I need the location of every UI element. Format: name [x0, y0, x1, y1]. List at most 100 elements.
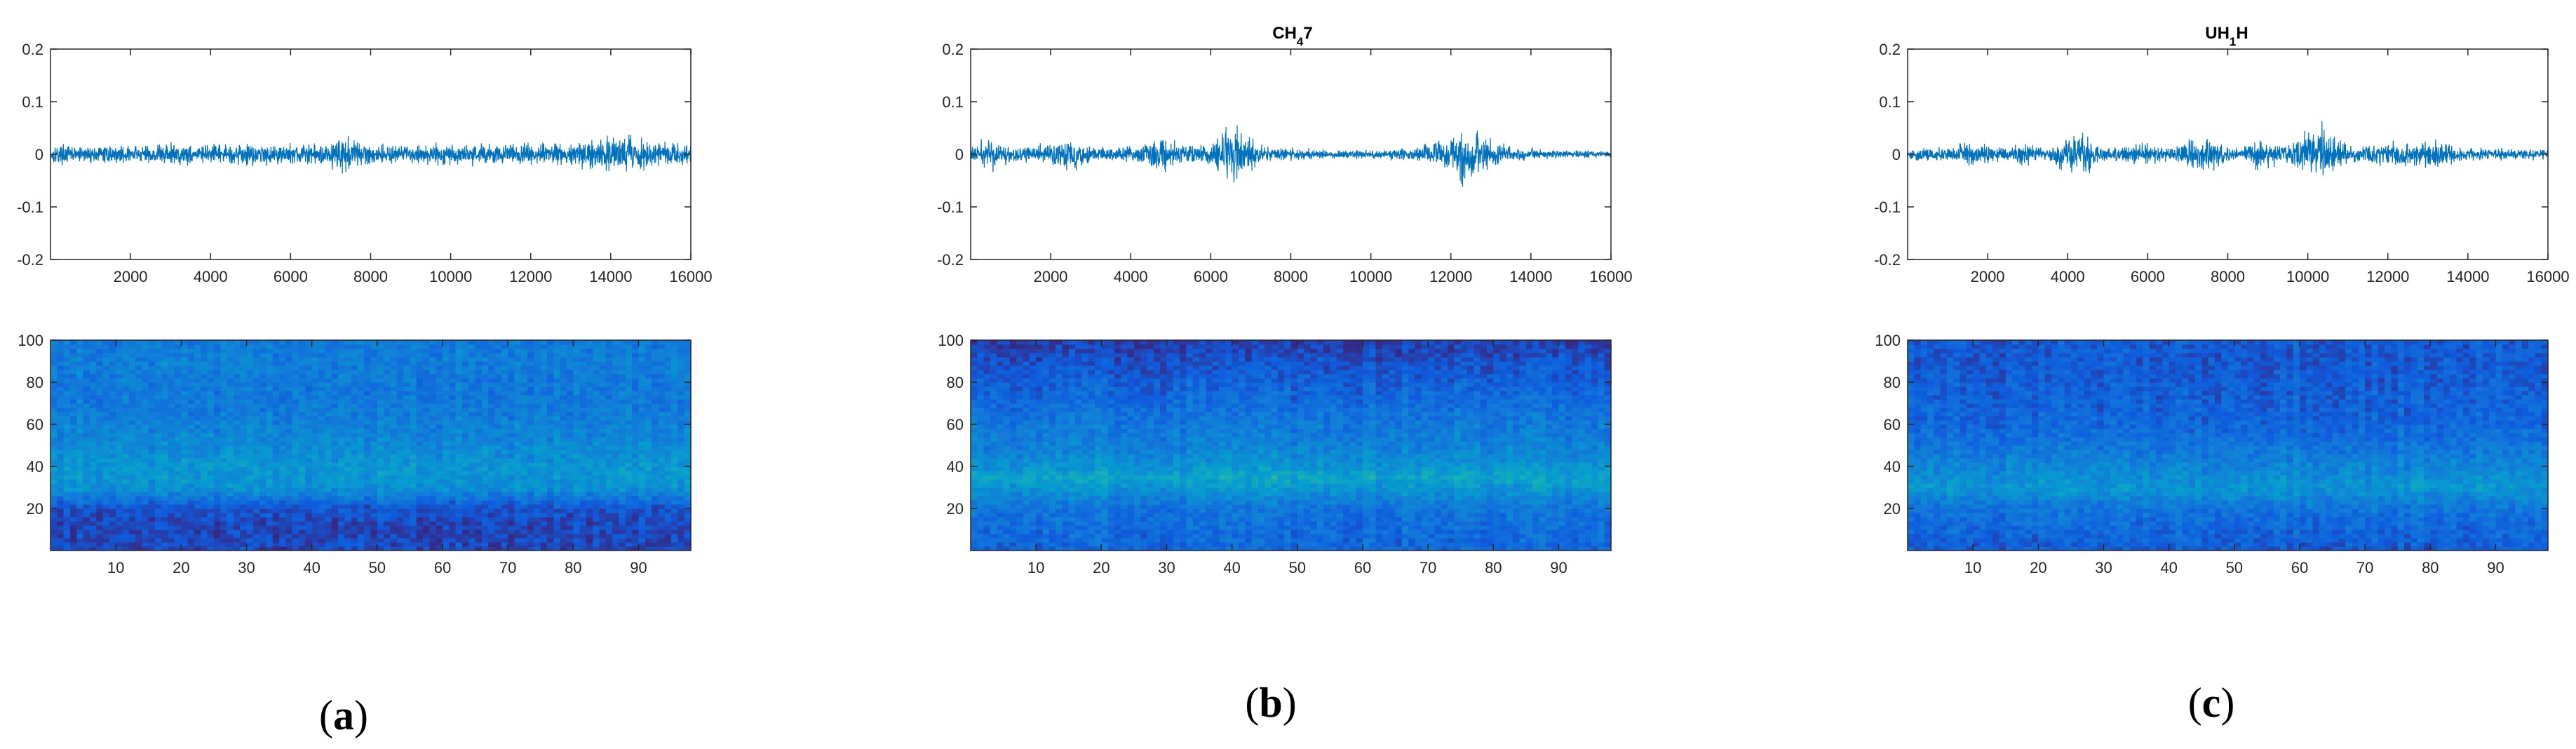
- spectrogram-cell: [337, 370, 345, 374]
- spectrogram-cell: [586, 450, 593, 454]
- spectrogram-cell: [207, 538, 215, 543]
- spectrogram-cell: [89, 353, 97, 358]
- spectrogram-cell: [520, 504, 528, 509]
- spectrogram-cell: [579, 538, 587, 543]
- spectrogram-cell: [351, 454, 358, 459]
- spectrogram-cell: [246, 391, 254, 396]
- spectrogram-cell: [246, 382, 254, 387]
- spectrogram-cell: [50, 462, 58, 467]
- spectrogram-cell: [560, 529, 567, 534]
- spectrogram-cell: [390, 420, 398, 425]
- spectrogram-cell: [331, 416, 339, 421]
- spectrogram-cell: [109, 462, 116, 467]
- spectrogram-cell: [475, 458, 483, 463]
- spectrogram-cell: [652, 504, 659, 509]
- spectrogram-cell: [527, 378, 535, 383]
- spectrogram-cell: [579, 534, 587, 539]
- spectrogram-cell: [227, 386, 234, 391]
- spectrogram-cell: [168, 344, 175, 349]
- spectrogram-cell: [102, 433, 110, 438]
- x-tick-label: 40: [303, 559, 320, 576]
- spectrogram-cell: [599, 349, 607, 353]
- spectrogram-cell: [364, 357, 372, 362]
- spectrogram-cell: [155, 429, 162, 433]
- spectrogram-cell: [311, 399, 319, 404]
- spectrogram-cell: [573, 416, 581, 421]
- spectrogram-cell: [553, 391, 561, 396]
- spectrogram-cell: [566, 424, 574, 429]
- spectrogram-cell: [370, 529, 378, 534]
- spectrogram-cell: [364, 517, 372, 522]
- spectrogram-cell: [220, 395, 228, 400]
- spectrogram-cell: [181, 424, 189, 429]
- spectrogram-cell: [246, 357, 254, 362]
- spectrogram-cell: [403, 365, 410, 370]
- spectrogram-cell: [305, 513, 313, 518]
- spectrogram-cell: [658, 429, 666, 433]
- spectrogram-cell: [246, 529, 254, 534]
- spectrogram-cell: [233, 466, 241, 471]
- spectrogram-cell: [285, 475, 293, 480]
- spectrogram-cell: [403, 492, 410, 497]
- spectrogram-cell: [605, 353, 613, 358]
- spectrogram-cell: [593, 403, 600, 408]
- spectrogram-cell: [599, 454, 607, 459]
- spectrogram-cell: [109, 412, 116, 417]
- spectrogram-cell: [494, 492, 502, 497]
- spectrogram-cell: [384, 433, 391, 438]
- spectrogram-cell: [442, 365, 450, 370]
- spectrogram-cell: [449, 483, 457, 488]
- spectrogram-cell: [481, 412, 489, 417]
- spectrogram-cell: [240, 353, 248, 358]
- spectrogram-cell: [436, 479, 443, 484]
- spectrogram-cell: [612, 433, 620, 438]
- spectrogram-cell: [540, 450, 548, 454]
- spectrogram-cell: [370, 458, 378, 463]
- spectrogram-cell: [527, 445, 535, 450]
- spectrogram-cell: [481, 349, 489, 353]
- spectrogram-cell: [481, 420, 489, 425]
- spectrogram-cell: [586, 424, 593, 429]
- spectrogram-cell: [423, 357, 430, 362]
- spectrogram-cell: [142, 420, 149, 425]
- spectrogram-cell: [619, 521, 626, 526]
- spectrogram-cell: [83, 365, 90, 370]
- spectrogram-cell: [403, 546, 410, 551]
- spectrogram-cell: [57, 357, 65, 362]
- spectrogram-cell: [520, 454, 528, 459]
- spectrogram-cell: [266, 466, 274, 471]
- spectrogram-cell: [632, 382, 640, 387]
- spectrogram-cell: [508, 445, 515, 450]
- spectrogram-cell: [658, 487, 666, 492]
- spectrogram-cell: [240, 492, 248, 497]
- spectrogram-cell: [612, 500, 620, 505]
- spectrogram-cell: [148, 340, 156, 345]
- spectrogram-cell: [194, 521, 201, 526]
- spectrogram-cell: [553, 483, 561, 488]
- spectrogram-cell: [109, 483, 116, 488]
- spectrogram-cell: [566, 441, 574, 446]
- spectrogram-cell: [116, 441, 123, 446]
- spectrogram-cell: [501, 462, 508, 467]
- spectrogram-cell: [632, 483, 640, 488]
- spectrogram-cell: [96, 353, 104, 358]
- spectrogram-cell: [566, 538, 574, 543]
- spectrogram-cell: [632, 450, 640, 454]
- spectrogram-cell: [325, 349, 332, 353]
- spectrogram-cell: [384, 508, 391, 513]
- spectrogram-cell: [50, 361, 58, 366]
- spectrogram-cell: [351, 471, 358, 475]
- spectrogram-cell: [671, 361, 678, 366]
- spectrogram-cell: [579, 340, 587, 345]
- spectrogram-cell: [527, 466, 535, 471]
- spectrogram-cell: [677, 344, 685, 349]
- spectrogram-cell: [645, 407, 652, 412]
- spectrogram-cell: [102, 353, 110, 358]
- spectrogram-cell: [364, 395, 372, 400]
- spectrogram-cell: [625, 513, 633, 518]
- spectrogram-cell: [494, 344, 502, 349]
- spectrogram-cell: [175, 529, 182, 534]
- spectrogram-cell: [468, 433, 476, 438]
- spectrogram-cell: [122, 382, 130, 387]
- spectrogram-cell: [337, 445, 345, 450]
